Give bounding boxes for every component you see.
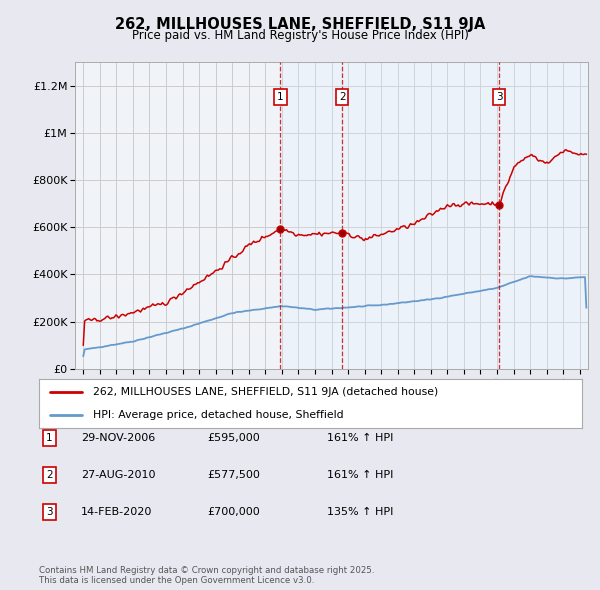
Text: 135% ↑ HPI: 135% ↑ HPI <box>327 507 394 517</box>
Text: 161% ↑ HPI: 161% ↑ HPI <box>327 470 394 480</box>
Text: 3: 3 <box>496 93 502 102</box>
Text: 29-NOV-2006: 29-NOV-2006 <box>81 433 155 442</box>
Text: Contains HM Land Registry data © Crown copyright and database right 2025.
This d: Contains HM Land Registry data © Crown c… <box>39 566 374 585</box>
Text: 1: 1 <box>277 93 284 102</box>
Bar <box>280 62 342 369</box>
Text: 161% ↑ HPI: 161% ↑ HPI <box>327 433 394 442</box>
Text: 262, MILLHOUSES LANE, SHEFFIELD, S11 9JA: 262, MILLHOUSES LANE, SHEFFIELD, S11 9JA <box>115 17 485 31</box>
Text: 1: 1 <box>46 433 53 442</box>
Text: £700,000: £700,000 <box>207 507 260 517</box>
Text: 3: 3 <box>46 507 53 517</box>
Text: 262, MILLHOUSES LANE, SHEFFIELD, S11 9JA (detached house): 262, MILLHOUSES LANE, SHEFFIELD, S11 9JA… <box>94 388 439 398</box>
Bar <box>499 62 588 369</box>
Text: 2: 2 <box>46 470 53 480</box>
Bar <box>342 62 499 369</box>
Text: £577,500: £577,500 <box>207 470 260 480</box>
Text: 14-FEB-2020: 14-FEB-2020 <box>81 507 152 517</box>
Text: 2: 2 <box>339 93 346 102</box>
Text: £595,000: £595,000 <box>207 433 260 442</box>
Text: Price paid vs. HM Land Registry's House Price Index (HPI): Price paid vs. HM Land Registry's House … <box>131 30 469 42</box>
Text: HPI: Average price, detached house, Sheffield: HPI: Average price, detached house, Shef… <box>94 409 344 419</box>
Text: 27-AUG-2010: 27-AUG-2010 <box>81 470 155 480</box>
